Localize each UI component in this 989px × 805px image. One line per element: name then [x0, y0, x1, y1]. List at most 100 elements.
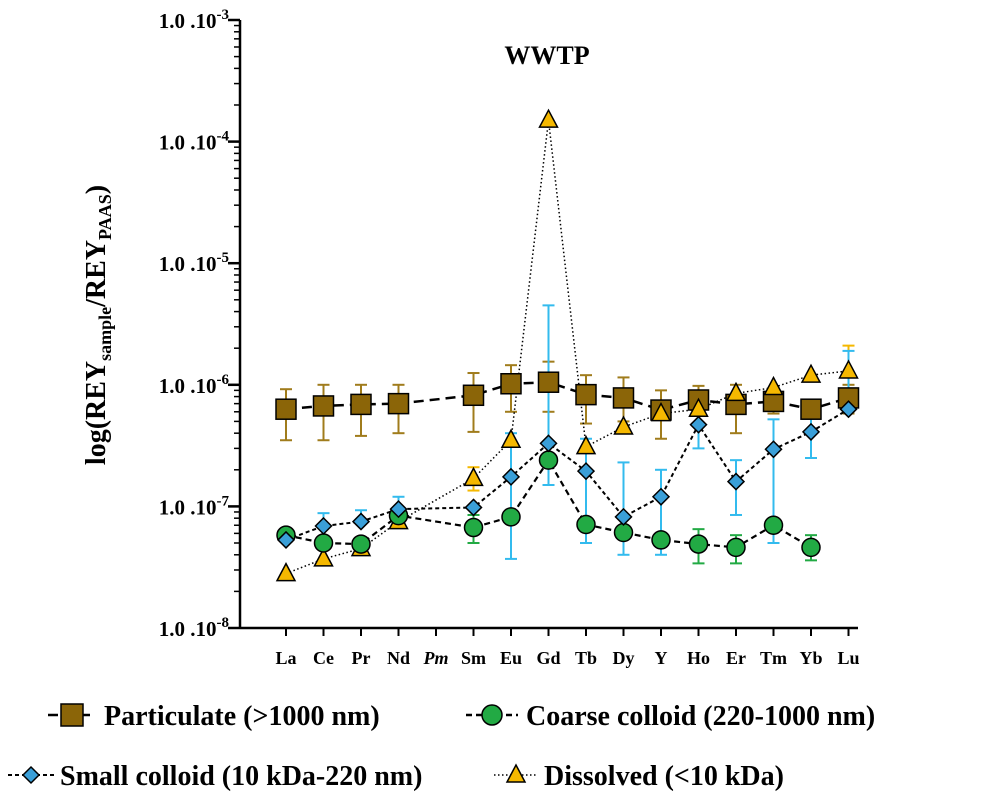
data-point	[538, 108, 559, 128]
legend: Particulate (>1000 nm) Coarse colloid (2…	[8, 701, 875, 792]
data-point	[314, 516, 333, 536]
legend-item-dissolved: Dissolved (<10 kDa)	[494, 761, 784, 792]
data-point	[726, 537, 746, 558]
data-point	[612, 387, 635, 409]
data-point	[351, 534, 371, 554]
data-point	[726, 472, 746, 491]
chart-title: WWTP	[504, 41, 589, 70]
legend-item-particulate: Particulate (>1000 nm)	[48, 701, 380, 732]
series-3-points	[275, 108, 859, 582]
data-point	[800, 363, 822, 383]
x-tick-label: Gd	[536, 648, 560, 668]
data-point	[651, 487, 671, 506]
x-tick-label: Sm	[461, 648, 486, 668]
legend-marker-coarse-colloid	[481, 704, 503, 726]
data-point	[576, 514, 596, 535]
series-layer	[275, 108, 860, 582]
data-point	[613, 522, 634, 543]
data-point	[576, 462, 596, 481]
series-1-points	[276, 450, 821, 558]
data-point	[275, 562, 297, 582]
data-point	[464, 498, 483, 517]
data-point	[462, 384, 485, 407]
data-point	[501, 507, 521, 527]
x-tick-label: Pr	[352, 648, 371, 668]
data-point	[387, 392, 410, 415]
legend-label-small-colloid: Small colloid (10 kDa-220 nm)	[60, 761, 422, 792]
data-point	[575, 383, 597, 406]
y-axis-label-sub2: PAAS	[95, 194, 115, 240]
data-point	[463, 466, 484, 487]
data-point	[312, 395, 335, 417]
y-axis-label-mid: /REY	[81, 240, 112, 308]
x-tick-label: Tb	[575, 648, 597, 668]
data-point	[763, 375, 784, 396]
y-tick-label: 1.0 .10-8	[159, 615, 229, 641]
data-point	[650, 401, 672, 422]
data-point	[763, 515, 784, 535]
y-axis-label: log(REYsample/REYPAAS)	[81, 185, 115, 465]
y-tick-label: 1.0 .10-5	[159, 250, 229, 276]
data-point	[539, 434, 558, 453]
data-point	[801, 422, 821, 441]
y-tick-label: 1.0 .10-6	[159, 372, 230, 398]
x-tick-label: Pm	[423, 648, 449, 668]
data-point	[689, 415, 708, 434]
data-point	[500, 428, 522, 448]
x-tick-label: Nd	[387, 648, 410, 668]
y-tick-label: 1.0 .10-3	[159, 7, 229, 33]
x-tick-label: Dy	[613, 648, 635, 668]
x-tick-label: Ce	[313, 648, 334, 668]
x-tick-label: Yb	[799, 648, 822, 668]
y-axis-label-end: )	[81, 185, 112, 194]
y-axis-label-sub1: sample	[95, 307, 115, 361]
x-tick-label: Er	[726, 648, 746, 668]
data-point	[389, 500, 408, 519]
data-point	[800, 398, 822, 420]
series-line	[285, 408, 850, 541]
data-point	[838, 359, 859, 379]
data-point	[613, 415, 634, 435]
series-line	[285, 120, 849, 575]
legend-item-small-colloid: Small colloid (10 kDa-220 nm)	[8, 761, 422, 792]
x-tick-label: Tm	[760, 648, 787, 668]
data-point	[651, 530, 671, 550]
data-point	[313, 533, 334, 553]
data-point	[275, 398, 297, 420]
data-point	[350, 393, 372, 416]
series-3-lines	[285, 120, 855, 575]
legend-item-coarse-colloid: Coarse colloid (220-1000 nm)	[466, 701, 875, 732]
x-tick-label: Eu	[500, 648, 522, 668]
data-point	[688, 534, 709, 554]
y-tick-label: 1.0 .10-7	[159, 493, 230, 519]
data-point	[501, 467, 521, 486]
data-point	[725, 381, 747, 402]
legend-label-particulate: Particulate (>1000 nm)	[104, 701, 380, 732]
data-point	[500, 373, 522, 395]
axes	[228, 18, 858, 636]
data-point	[313, 547, 334, 567]
x-tick-label: La	[275, 648, 296, 668]
legend-marker-small-colloid	[21, 765, 41, 785]
data-point	[537, 371, 560, 393]
data-point	[614, 507, 633, 526]
x-tick-label: Y	[655, 648, 668, 668]
y-axis-label-main: log(REY	[81, 361, 112, 465]
y-tick-labels: 1.0 .10-3 1.0 .10-4 1.0 .10-5 1.0 .10-6 1.0 …	[159, 7, 230, 641]
data-point	[801, 537, 821, 558]
data-point	[538, 450, 559, 470]
data-point	[839, 400, 858, 419]
legend-marker-dissolved	[505, 763, 527, 783]
legend-label-coarse-colloid: Coarse colloid (220-1000 nm)	[526, 701, 875, 732]
series-2-points	[276, 400, 858, 549]
legend-label-dissolved: Dissolved (<10 kDa)	[544, 761, 784, 792]
y-tick-label: 1.0 .10-4	[159, 129, 230, 155]
legend-marker-particulate	[60, 703, 84, 727]
data-point	[276, 530, 296, 549]
x-tick-label: Ho	[687, 648, 710, 668]
data-point	[463, 517, 484, 538]
data-point	[764, 440, 783, 459]
data-point	[575, 435, 597, 455]
